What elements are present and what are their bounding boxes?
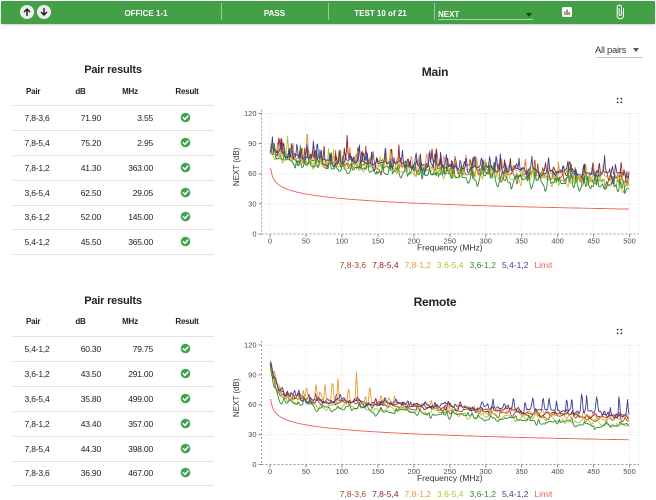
svg-text:Frequency (MHz): Frequency (MHz) — [417, 243, 483, 253]
svg-text:50: 50 — [302, 237, 310, 246]
svg-text:50: 50 — [302, 467, 310, 476]
svg-text:NEXT (dB): NEXT (dB) — [232, 378, 241, 417]
svg-text:350: 350 — [515, 237, 528, 246]
svg-text:150: 150 — [372, 237, 385, 246]
svg-text:100: 100 — [336, 237, 349, 246]
svg-text:500: 500 — [623, 237, 636, 246]
svg-text:0: 0 — [268, 237, 272, 246]
svg-text:250: 250 — [444, 467, 457, 476]
svg-text:120: 120 — [244, 341, 257, 350]
svg-text:200: 200 — [408, 237, 421, 246]
svg-text:90: 90 — [248, 370, 256, 379]
svg-text:150: 150 — [372, 467, 385, 476]
svg-text:400: 400 — [551, 237, 564, 246]
svg-text:300: 300 — [479, 237, 492, 246]
svg-text:0: 0 — [252, 460, 256, 469]
svg-text:NEXT (dB): NEXT (dB) — [232, 147, 241, 186]
svg-text:500: 500 — [623, 467, 636, 476]
svg-text:90: 90 — [248, 139, 256, 148]
svg-text:350: 350 — [515, 467, 528, 476]
svg-text:60: 60 — [248, 400, 256, 409]
svg-text:30: 30 — [248, 430, 256, 439]
svg-text:0: 0 — [252, 230, 256, 239]
svg-text:30: 30 — [248, 199, 256, 208]
svg-text:450: 450 — [587, 237, 600, 246]
svg-text:100: 100 — [336, 467, 349, 476]
svg-text:120: 120 — [244, 109, 257, 118]
svg-text:400: 400 — [551, 467, 564, 476]
svg-text:200: 200 — [408, 467, 421, 476]
svg-text:60: 60 — [248, 169, 256, 178]
svg-text:300: 300 — [479, 467, 492, 476]
svg-text:450: 450 — [587, 467, 600, 476]
svg-text:250: 250 — [444, 237, 457, 246]
svg-text:Frequency (MHz): Frequency (MHz) — [417, 473, 483, 483]
svg-text:0: 0 — [268, 467, 272, 476]
